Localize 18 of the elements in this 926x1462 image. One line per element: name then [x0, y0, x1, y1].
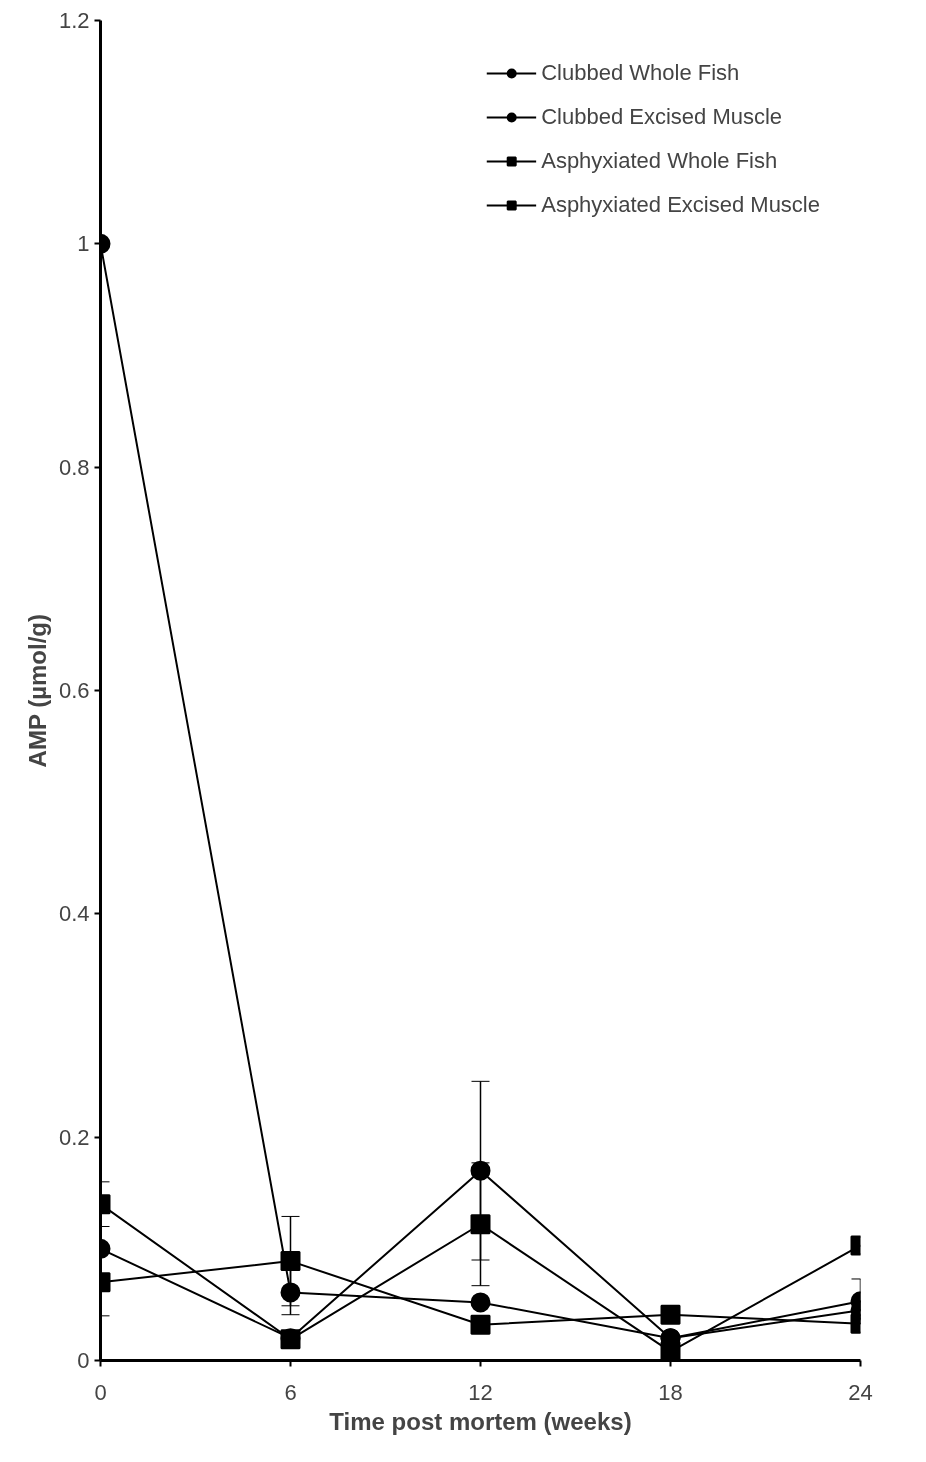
x-tick-label: 24 — [848, 1379, 873, 1405]
y-axis-title: AMP (µmol/g) — [23, 614, 51, 768]
x-axis-title: Time post mortem (weeks) — [329, 1407, 632, 1435]
y-tick-label: 0.6 — [58, 678, 90, 703]
legend-label: Asphyxiated Whole Fish — [541, 148, 778, 174]
y-tick-label: 1.2 — [58, 8, 90, 33]
x-tick-label: 0 — [94, 1379, 107, 1405]
y-tick-label: 0.2 — [58, 1124, 90, 1150]
y-tick-label: 1 — [77, 231, 90, 257]
x-tick-label: 18 — [658, 1379, 683, 1405]
x-tick-label: 6 — [284, 1379, 297, 1405]
y-tick-label: 0 — [77, 1348, 90, 1373]
legend-label: Asphyxiated Excised Muscle — [541, 192, 820, 218]
legend-label: Clubbed Excised Muscle — [541, 104, 783, 130]
legend-label: Clubbed Whole Fish — [541, 60, 740, 86]
y-tick-label: 0.8 — [58, 454, 90, 480]
y-tick-label: 0.4 — [58, 901, 90, 927]
x-tick-label: 12 — [468, 1379, 493, 1405]
